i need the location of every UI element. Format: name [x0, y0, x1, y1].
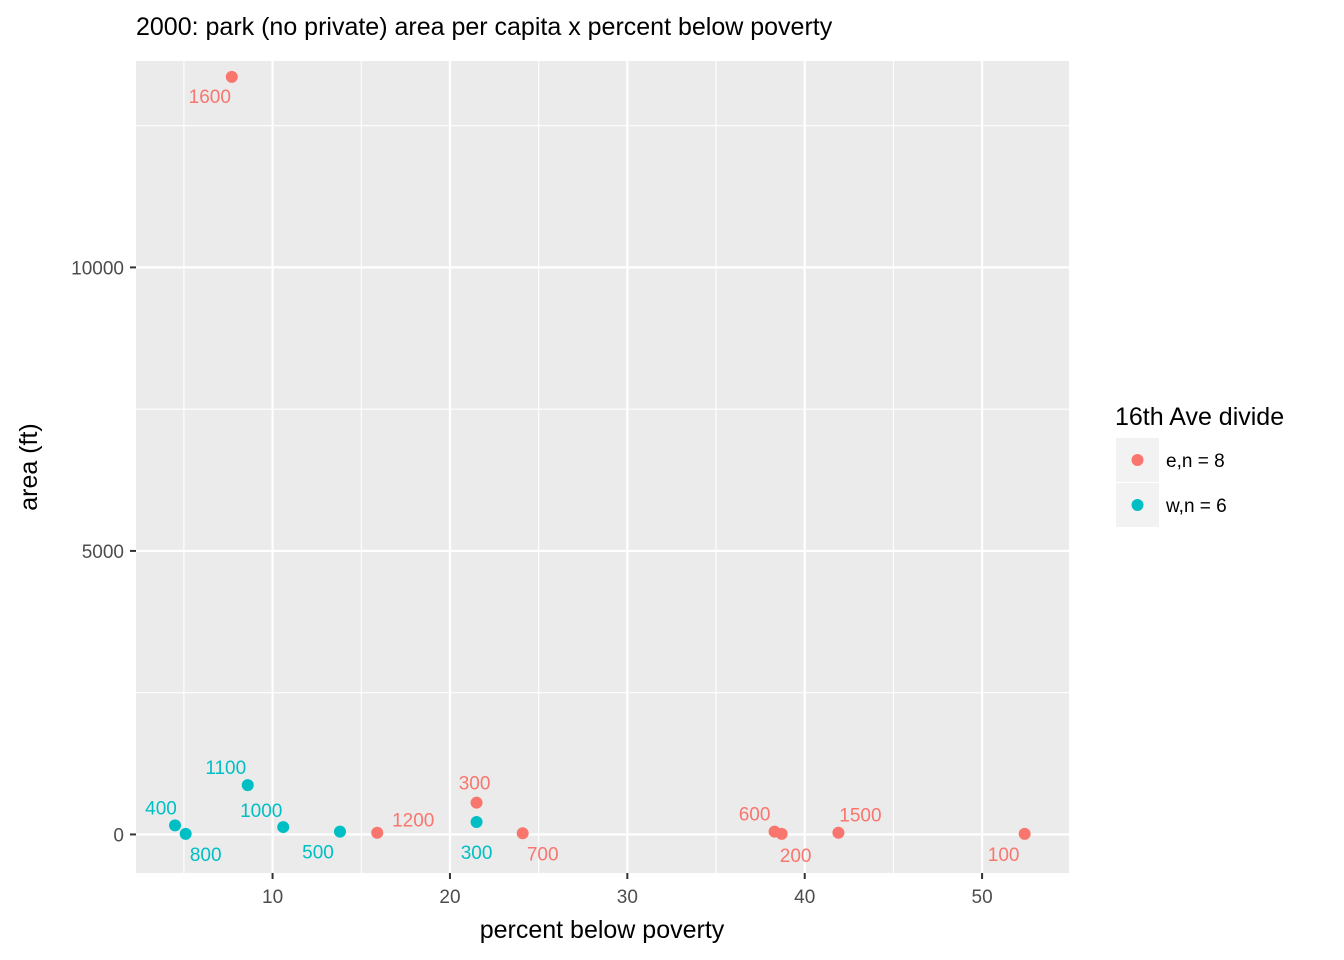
legend-swatch [1131, 454, 1144, 466]
point-label: 300 [459, 774, 491, 795]
point-label: 1000 [240, 801, 282, 822]
scatter-point [775, 827, 788, 840]
point-label: 100 [988, 845, 1020, 866]
scatter-point [832, 826, 845, 839]
scatter-point [371, 826, 384, 839]
scatter-point [1018, 827, 1031, 840]
scatter-point [241, 779, 254, 792]
plot-panel [136, 61, 1069, 873]
point-label: 600 [739, 805, 771, 826]
point-label: 500 [302, 843, 334, 864]
scatter-point [277, 821, 290, 834]
y-tick-label: 5000 [82, 542, 124, 563]
scatter-point [516, 827, 529, 840]
y-axis: 0 5000 10000 [71, 258, 136, 846]
scatter-point [470, 815, 483, 828]
point-label: 300 [461, 843, 493, 864]
point-label: 1600 [189, 87, 231, 108]
point-label: 1500 [839, 806, 881, 827]
y-tick-label: 10000 [71, 258, 124, 279]
legend-title: 16th Ave divide [1115, 403, 1284, 431]
legend-label: e,n = 8 [1166, 451, 1225, 472]
minor-gridlines [136, 61, 1069, 873]
legend-label: w,n = 6 [1165, 496, 1227, 517]
chart-title: 2000: park (no private) area per capita … [136, 13, 833, 41]
scatter-point [225, 70, 238, 83]
x-axis-title: percent below poverty [480, 916, 725, 944]
scatter-point [470, 796, 483, 809]
scatter-point [179, 827, 192, 840]
x-tick-label: 30 [617, 887, 638, 908]
point-label: 1100 [205, 758, 246, 779]
data-points [169, 70, 1031, 840]
scatter-point [169, 819, 182, 832]
legend-swatch [1131, 499, 1144, 511]
x-tick-label: 40 [794, 887, 815, 908]
x-tick-label: 50 [972, 887, 993, 908]
major-gridlines [136, 61, 1069, 873]
x-tick-label: 10 [262, 887, 283, 908]
point-label: 800 [190, 845, 222, 866]
legend: 16th Ave divide e,n = 8 w,n = 6 [1115, 403, 1284, 527]
point-label: 1200 [392, 811, 434, 832]
x-tick-label: 20 [439, 887, 460, 908]
scatter-point [333, 825, 346, 838]
x-axis: 10 20 30 40 50 [262, 873, 993, 908]
point-label: 400 [145, 798, 177, 819]
point-label: 700 [527, 844, 559, 865]
point-label: 200 [780, 846, 812, 867]
y-tick-label: 0 [113, 825, 124, 846]
y-axis-title: area (ft) [15, 423, 43, 511]
point-labels: 1600 1200 300 700 600 200 1500 100 400 800 1100 100… [145, 87, 1019, 867]
